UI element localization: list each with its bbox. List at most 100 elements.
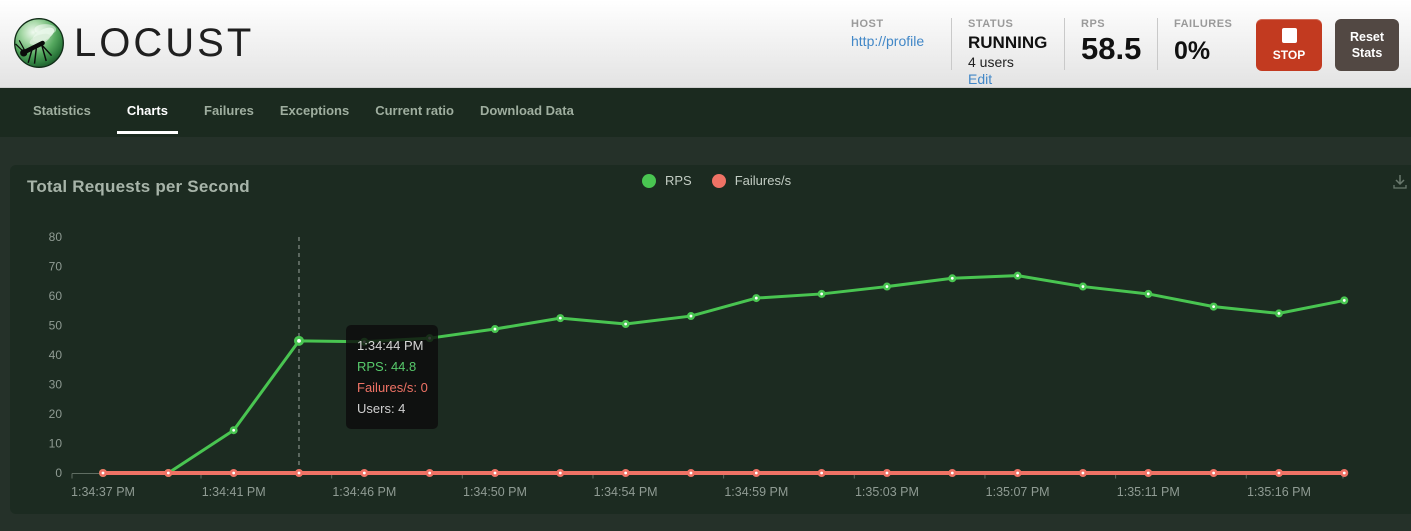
y-axis-label: 60 bbox=[49, 289, 63, 303]
status-value: RUNNING bbox=[968, 33, 1048, 52]
point-center bbox=[1277, 312, 1281, 315]
divider bbox=[951, 18, 952, 70]
header-stats: HOST http://profile STATUS RUNNING 4 use… bbox=[851, 0, 1399, 88]
point-center bbox=[1212, 471, 1216, 475]
point-center bbox=[820, 471, 824, 475]
point-center bbox=[428, 336, 432, 340]
point-center bbox=[950, 471, 954, 475]
logo-wordmark: LOCUST bbox=[74, 21, 255, 65]
tab-current-ratio[interactable]: Current ratio bbox=[375, 103, 454, 118]
point-center bbox=[493, 471, 497, 475]
rps-stat: RPS 58.5 bbox=[1081, 0, 1149, 65]
stop-icon bbox=[1281, 28, 1297, 43]
rps-legend-label: RPS bbox=[665, 173, 692, 188]
y-axis-label: 70 bbox=[49, 260, 63, 274]
x-axis-label: 1:35:07 PM bbox=[986, 485, 1050, 499]
point-center bbox=[1212, 305, 1216, 309]
tab-charts[interactable]: Charts bbox=[116, 88, 178, 134]
x-axis-label: 1:35:11 PM bbox=[1117, 485, 1180, 499]
point-center bbox=[624, 322, 628, 326]
y-axis-label: 10 bbox=[49, 437, 63, 451]
legend-item-failures[interactable]: Failures/s bbox=[711, 173, 792, 188]
stop-button-label: STOP bbox=[1272, 48, 1306, 62]
point-center bbox=[1016, 471, 1020, 475]
point-center bbox=[950, 276, 954, 280]
x-axis-label: 1:34:50 PM bbox=[463, 485, 527, 499]
point-center bbox=[232, 428, 236, 432]
failures-stat: FAILURES 0% bbox=[1174, 0, 1246, 67]
x-axis-label: 1:34:54 PM bbox=[594, 485, 658, 499]
chart-panel: Total Requests per Second RPS Failures/s… bbox=[10, 165, 1411, 514]
tab-download-data[interactable]: Download Data bbox=[479, 103, 574, 118]
y-axis-label: 40 bbox=[49, 348, 63, 362]
point-center bbox=[297, 471, 301, 475]
edit-users-link[interactable]: Edit bbox=[968, 71, 993, 87]
rps-line bbox=[103, 274, 1345, 475]
locust-logo-icon bbox=[14, 18, 64, 68]
point-center bbox=[362, 340, 366, 344]
point-center bbox=[1342, 471, 1346, 475]
rps-legend-dot bbox=[642, 173, 656, 188]
legend-item-rps[interactable]: RPS bbox=[642, 173, 692, 188]
point-center bbox=[885, 285, 889, 288]
point-center bbox=[1146, 292, 1150, 296]
point-center bbox=[624, 471, 628, 475]
y-axis-label: 50 bbox=[49, 319, 63, 333]
point-center bbox=[297, 338, 301, 343]
y-axis-label: 0 bbox=[55, 466, 62, 480]
x-axis-label: 1:34:59 PM bbox=[724, 485, 788, 499]
x-axis-label: 1:35:03 PM bbox=[855, 485, 919, 499]
point-center bbox=[1277, 471, 1281, 475]
host-stat: HOST http://profile bbox=[851, 0, 943, 51]
point-center bbox=[885, 471, 889, 475]
point-center bbox=[754, 296, 758, 300]
download-chart-icon[interactable] bbox=[1390, 172, 1410, 192]
point-center bbox=[1081, 471, 1085, 475]
point-center bbox=[166, 471, 170, 475]
rps-value: 58.5 bbox=[1081, 31, 1142, 66]
y-axis-label: 30 bbox=[49, 378, 63, 392]
point-center bbox=[754, 471, 758, 475]
status-label: STATUS bbox=[968, 18, 1014, 30]
point-center bbox=[1016, 274, 1020, 278]
reset-stats-button[interactable]: Reset Stats bbox=[1335, 19, 1399, 71]
x-axis-label: 1:35:16 PM bbox=[1247, 485, 1311, 499]
failures-value: 0% bbox=[1174, 37, 1211, 65]
chart-canvas[interactable]: 0 10 20 30 40 50 60 70 80 1:34:37 PM 1:34:41 PM 1:3… bbox=[10, 165, 1411, 514]
failures-label: FAILURES bbox=[1174, 18, 1233, 30]
divider bbox=[1064, 18, 1065, 70]
point-center bbox=[101, 471, 105, 475]
point-center bbox=[558, 471, 562, 475]
stop-button[interactable]: STOP bbox=[1256, 19, 1322, 71]
point-center bbox=[689, 471, 693, 475]
tab-statistics[interactable]: Statistics bbox=[33, 103, 91, 118]
y-axis-label: 20 bbox=[49, 407, 63, 421]
point-center bbox=[820, 292, 824, 296]
app-header: LOCUST HOST http://profile STATUS RUNNIN… bbox=[0, 0, 1411, 88]
point-center bbox=[493, 327, 497, 331]
point-center bbox=[232, 471, 236, 475]
chart-title: Total Requests per Second bbox=[27, 177, 250, 196]
charts-page: Total Requests per Second RPS Failures/s… bbox=[0, 137, 1411, 531]
failures-legend-label: Failures/s bbox=[734, 173, 792, 188]
chart-legend: RPS Failures/s bbox=[642, 173, 811, 188]
rps-label: RPS bbox=[1081, 18, 1106, 30]
point-center bbox=[558, 316, 562, 320]
host-link[interactable]: http://profile bbox=[851, 33, 925, 49]
failures-legend-dot bbox=[711, 173, 726, 188]
tab-failures[interactable]: Failures bbox=[204, 103, 254, 118]
x-axis-label: 1:34:46 PM bbox=[332, 485, 396, 499]
host-label: HOST bbox=[851, 18, 884, 30]
tab-exceptions[interactable]: Exceptions bbox=[279, 103, 350, 118]
logo: LOCUST bbox=[12, 16, 254, 70]
x-axis-label: 1:34:41 PM bbox=[202, 485, 266, 499]
point-center bbox=[362, 471, 366, 475]
y-axis-label: 80 bbox=[49, 230, 63, 244]
status-stat: STATUS RUNNING 4 users Edit bbox=[968, 0, 1056, 89]
point-center bbox=[1342, 299, 1346, 302]
x-axis-label: 1:34:37 PM bbox=[71, 485, 135, 499]
user-count: 4 users bbox=[968, 54, 1014, 70]
point-center bbox=[689, 314, 693, 318]
main-nav: Statistics Charts Failures Exceptions Cu… bbox=[0, 88, 1411, 137]
divider bbox=[1157, 18, 1158, 70]
